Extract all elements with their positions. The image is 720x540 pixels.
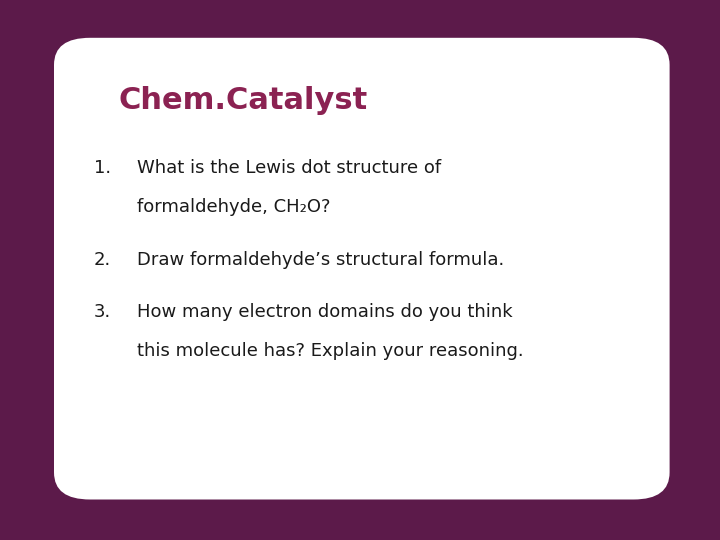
Text: formaldehyde, CH₂O?: formaldehyde, CH₂O? — [137, 198, 330, 216]
Text: 3.: 3. — [94, 303, 111, 321]
Text: ◄: ◄ — [610, 477, 618, 488]
Text: ◄◄: ◄◄ — [576, 477, 593, 488]
Text: 1.: 1. — [94, 159, 111, 177]
Text: How many electron domains do you think: How many electron domains do you think — [137, 303, 513, 321]
Text: ►: ► — [637, 477, 646, 488]
Text: 2.: 2. — [94, 251, 111, 268]
Text: What is the Lewis dot structure of: What is the Lewis dot structure of — [137, 159, 441, 177]
Text: this molecule has? Explain your reasoning.: this molecule has? Explain your reasonin… — [137, 342, 523, 360]
FancyBboxPatch shape — [54, 38, 670, 500]
Text: Chem.Catalyst: Chem.Catalyst — [119, 86, 368, 116]
Text: Draw formaldehyde’s structural formula.: Draw formaldehyde’s structural formula. — [137, 251, 504, 268]
